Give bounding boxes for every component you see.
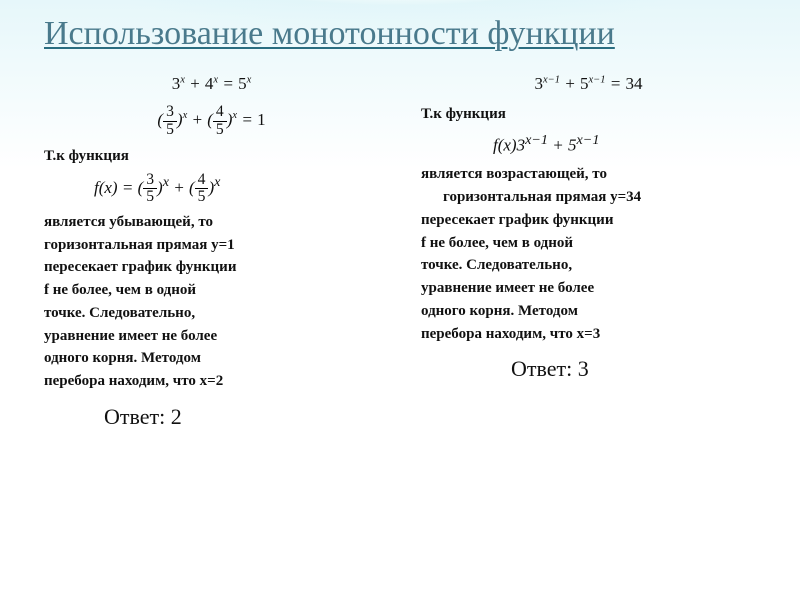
left-line-6: уравнение имеет не более (44, 326, 379, 348)
right-line-1: является возрастающей, то (421, 164, 756, 186)
left-line-7: одного корня. Методом (44, 348, 379, 370)
left-eq-2: (35)x + (45)x = 1 (44, 104, 379, 138)
right-fx: f(x)3x−1 + 5x−1 (493, 130, 756, 158)
left-fx: f(x) = (35)x + (45)x (94, 172, 379, 206)
left-line-1: является убывающей, то (44, 212, 379, 234)
left-lead: Т.к функция (44, 146, 379, 168)
right-line-5: точке. Следовательно, (421, 255, 756, 277)
left-line-3: пересекает график функции (44, 257, 379, 279)
right-line-6: уравнение имеет не более (421, 278, 756, 300)
right-body: является возрастающей, то горизонтальная… (421, 164, 756, 345)
slide-title: Использование монотонности функции (44, 16, 756, 52)
columns: 3x + 4x = 5x (35)x + (45)x = 1 Т.к функц… (44, 66, 756, 433)
left-column: 3x + 4x = 5x (35)x + (45)x = 1 Т.к функц… (44, 66, 379, 433)
right-answer: Ответ: 3 (511, 353, 756, 385)
left-line-5: точке. Следовательно, (44, 303, 379, 325)
left-line-4: f не более, чем в одной (44, 280, 379, 302)
right-column: 3x−1 + 5x−1 = 34 Т.к функция f(x)3x−1 + … (421, 66, 756, 433)
right-line-3: пересекает график функции (421, 210, 756, 232)
right-line-7: одного корня. Методом (421, 301, 756, 323)
right-line-8: перебора находим, что х=3 (421, 324, 756, 346)
left-line-2: горизонтальная прямая у=1 (44, 235, 379, 257)
left-answer: Ответ: 2 (104, 401, 379, 433)
right-eq-1: 3x−1 + 5x−1 = 34 (421, 72, 756, 97)
right-lead: Т.к функция (421, 104, 756, 126)
right-line-2: горизонтальная прямая у=34 (421, 187, 756, 209)
right-line-4: f не более, чем в одной (421, 233, 756, 255)
left-body: является убывающей, то горизонтальная пр… (44, 212, 379, 393)
left-line-8: перебора находим, что х=2 (44, 371, 379, 393)
left-eq-1: 3x + 4x = 5x (44, 72, 379, 97)
